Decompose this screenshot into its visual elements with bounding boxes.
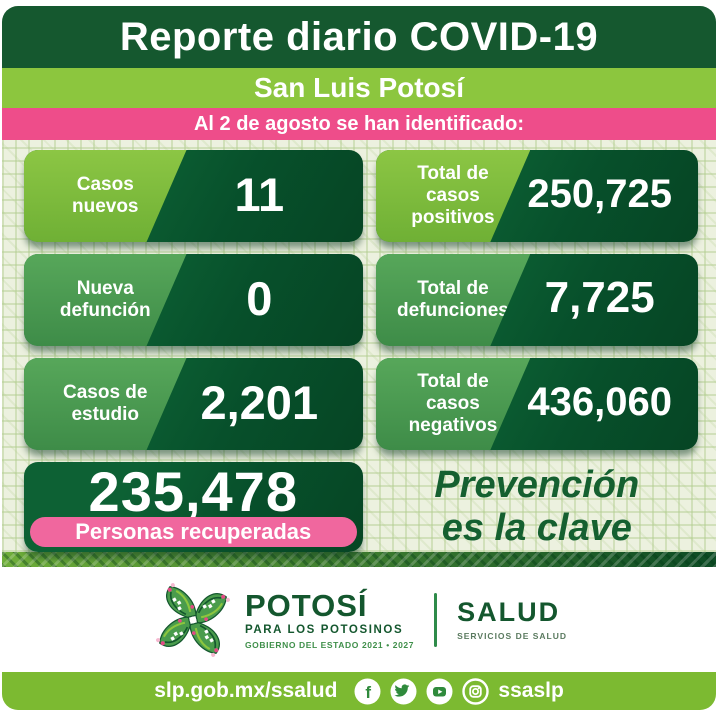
stat-label-text: Casos nuevos <box>71 174 139 217</box>
stat-card-casos-nuevos: Casos nuevos 11 <box>24 150 363 242</box>
logo-row: POTOSÍ PARA LOS POTOSINOS GOBIERNO DEL E… <box>151 577 568 662</box>
recovered-value: 235,478 <box>88 459 298 523</box>
covid-report-poster: Reporte diario COVID-19 San Luis Potosí … <box>2 6 716 710</box>
stat-label: Total de casos negativos <box>376 358 531 450</box>
youtube-icon <box>426 678 453 704</box>
slogan-line-1: Prevención <box>434 464 640 507</box>
svg-text:f: f <box>366 683 372 702</box>
stat-label: Nueva defunción <box>24 254 187 346</box>
potosi-wordmark: POTOSÍ <box>244 587 368 623</box>
salud-subtitle: SERVICIOS DE SALUD <box>457 630 568 641</box>
stat-value: 250,725 <box>527 171 672 216</box>
bottom-bar: slp.gob.mx/ssalud f ssaslp <box>2 672 716 710</box>
government-line: GOBIERNO DEL ESTADO 2021 • 2027 <box>244 639 415 650</box>
slogan-block: Prevención es la clave <box>376 462 698 552</box>
recovered-label-pill: Personas recuperadas <box>30 517 357 547</box>
stat-card-nueva-defuncion: Nueva defunción 0 <box>24 254 363 346</box>
stat-card-total-positivos: Total de casos positivos 250,725 <box>375 150 698 242</box>
slogan-line-2: es la clave <box>441 507 632 549</box>
date-banner-text: Al 2 de agosto se han identificado: <box>193 112 525 135</box>
stat-label: Casos nuevos <box>24 150 187 242</box>
stat-label-text: Total de defunciones <box>396 278 509 321</box>
potosi-tagline: PARA LOS POTOSINOS <box>244 623 404 636</box>
stat-label-text: Nueva defunción <box>59 278 151 321</box>
logo-divider <box>434 592 438 647</box>
stat-card-casos-estudio: Casos de estudio 2,201 <box>24 358 363 450</box>
social-handle-text: ssaslp <box>498 679 564 702</box>
stat-label: Total de defunciones <box>376 254 531 346</box>
stat-value: 0 <box>246 271 273 325</box>
page-title: Reporte diario COVID-19 <box>119 14 599 59</box>
date-band: Al 2 de agosto se han identificado: <box>2 108 716 140</box>
stat-value: 11 <box>234 167 285 221</box>
woven-strip <box>2 552 716 567</box>
instagram-icon <box>462 677 490 705</box>
subtitle-band: San Luis Potosí <box>2 68 716 108</box>
stat-card-total-negativos: Total de casos negativos 436,060 <box>375 358 698 450</box>
stat-value: 436,060 <box>527 379 672 424</box>
stat-label: Casos de estudio <box>24 358 187 450</box>
stat-value: 2,201 <box>200 375 319 429</box>
potosi-logo-text: POTOSÍ PARA LOS POTOSINOS GOBIERNO DEL E… <box>245 590 414 650</box>
state-name: San Luis Potosí <box>253 72 465 103</box>
header-band: Reporte diario COVID-19 <box>2 6 716 68</box>
website-text: slp.gob.mx/ssalud <box>154 679 338 702</box>
footer: POTOSÍ PARA LOS POTOSINOS GOBIERNO DEL E… <box>2 567 716 672</box>
salud-logo-text: SALUD SERVICIOS DE SALUD <box>457 596 568 641</box>
salud-wordmark: SALUD <box>457 596 561 627</box>
stats-grid: Casos nuevos 11 Total de casos positivos… <box>2 140 716 552</box>
stat-value: 7,725 <box>544 273 655 322</box>
stat-label-text: Total de casos negativos <box>408 371 498 436</box>
twitter-icon <box>390 678 417 704</box>
stat-label-text: Casos de estudio <box>63 382 148 425</box>
stat-label-text: Total de casos positivos <box>411 163 495 228</box>
stat-label: Total de casos positivos <box>376 150 531 242</box>
stat-card-total-defunciones: Total de defunciones 7,725 <box>375 254 698 346</box>
potosi-emblem-icon <box>151 577 235 662</box>
recovered-card: 235,478 Personas recuperadas <box>24 459 363 552</box>
facebook-icon: f <box>354 678 381 704</box>
